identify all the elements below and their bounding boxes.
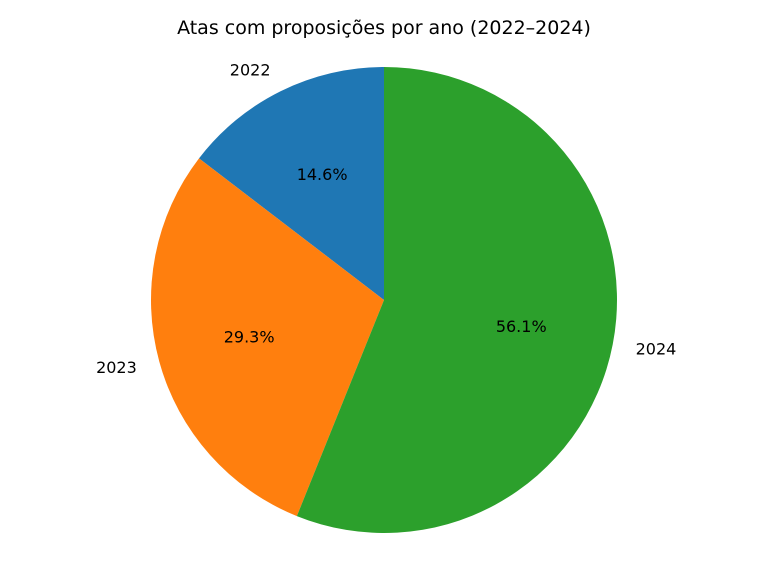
pie-labels: 2022 14.6% 2023 29.3% 2024 56.1% bbox=[96, 61, 676, 377]
slice-percent-2024: 56.1% bbox=[496, 317, 547, 336]
pie-slice-2022 bbox=[199, 67, 384, 300]
pie-slices bbox=[151, 67, 617, 533]
pie-slice-2023 bbox=[151, 158, 384, 517]
slice-label-2024: 2024 bbox=[636, 339, 677, 358]
chart-title: Atas com proposições por ano (2022–2024) bbox=[177, 17, 591, 39]
pie-slice-2024 bbox=[296, 67, 617, 533]
slice-label-2022: 2022 bbox=[230, 61, 271, 80]
slice-label-2023: 2023 bbox=[96, 358, 137, 377]
slice-percent-2023: 29.3% bbox=[224, 327, 275, 346]
slice-percent-2022: 14.6% bbox=[297, 165, 348, 184]
